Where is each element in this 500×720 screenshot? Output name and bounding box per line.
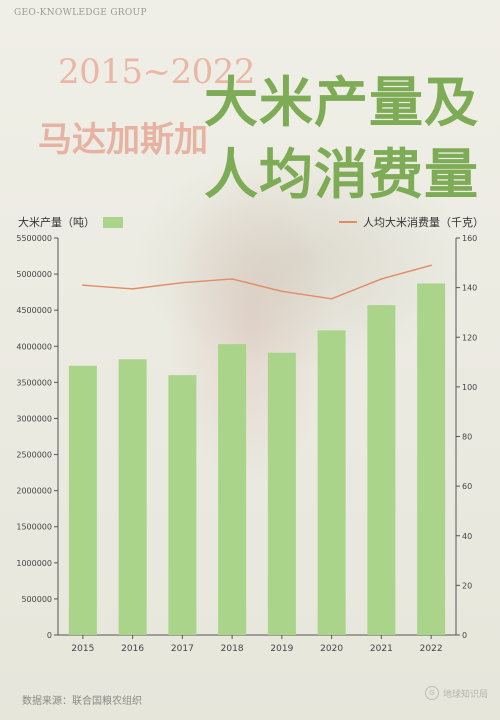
consumption-point <box>281 290 283 293</box>
consumption-point <box>231 278 233 280</box>
consumption-point <box>181 281 184 284</box>
left-tick-label: 0 <box>47 631 52 640</box>
title-line-2: 人均消费量 <box>204 142 479 206</box>
x-tick-label: 2021 <box>370 644 393 654</box>
right-tick-label: 60 <box>462 482 472 491</box>
bar <box>68 365 97 635</box>
country-heading: 马达加斯加 <box>38 120 208 160</box>
consumption-point <box>82 284 84 286</box>
legend-line-label: 人均大米消费量（千克） <box>363 216 484 229</box>
title-line-1: 大米产量及 <box>204 70 479 134</box>
right-tick-label: 80 <box>462 433 472 442</box>
brand-text: GEO-KNOWLEDGE GROUP <box>14 8 147 18</box>
left-tick-label: 1500000 <box>16 523 52 532</box>
right-tick-label: 0 <box>462 631 467 640</box>
left-tick-label: 3000000 <box>16 414 52 423</box>
left-tick-label: 2000000 <box>16 487 52 496</box>
left-tick-label: 4500000 <box>16 306 52 315</box>
left-tick-label: 500000 <box>21 595 52 604</box>
x-tick-label: 2018 <box>221 644 244 654</box>
right-tick-label: 120 <box>462 333 477 342</box>
legend-bar: 大米产量（吨） <box>18 214 123 230</box>
logo: G 地球知识局 <box>424 686 488 700</box>
bar <box>118 359 147 635</box>
left-tick-label: 3500000 <box>16 378 52 387</box>
right-tick-label: 160 <box>462 234 477 243</box>
logo-icon: G <box>424 686 439 700</box>
consumption-point <box>380 278 383 280</box>
source-note: 数据来源：联合国粮农组织 <box>22 696 142 707</box>
bar <box>317 330 346 635</box>
bar <box>267 352 296 635</box>
legend-line: 人均大米消费量（千克） <box>339 214 484 230</box>
x-tick-label: 2022 <box>420 644 443 654</box>
right-tick-label: 20 <box>462 581 472 590</box>
right-tick-label: 140 <box>462 284 477 293</box>
x-tick-label: 2015 <box>71 644 94 654</box>
left-tick-label: 4000000 <box>16 342 52 351</box>
bar <box>367 305 396 635</box>
consumption-point <box>131 288 134 290</box>
left-tick-label: 1000000 <box>16 559 52 568</box>
legend-line-swatch <box>339 221 357 223</box>
legend-bar-swatch <box>103 216 123 228</box>
bar <box>417 283 446 635</box>
left-tick-label: 5000000 <box>16 270 52 279</box>
consumption-line <box>82 264 432 300</box>
left-tick-label: 5500000 <box>16 234 52 243</box>
x-tick-label: 2020 <box>320 644 343 654</box>
x-tick-label: 2017 <box>171 644 194 654</box>
right-tick-label: 100 <box>462 383 477 392</box>
bar <box>168 375 197 635</box>
bar <box>218 344 247 635</box>
consumption-point <box>430 264 432 267</box>
years-heading: 2015~2022 <box>58 52 256 92</box>
right-tick-label: 40 <box>462 532 472 541</box>
consumption-point <box>330 297 333 300</box>
x-tick-label: 2016 <box>121 644 144 654</box>
legend-bar-label: 大米产量（吨） <box>18 216 95 229</box>
left-tick-label: 2500000 <box>16 451 52 460</box>
logo-text: 地球知识局 <box>442 689 488 700</box>
x-tick-label: 2019 <box>270 644 293 654</box>
